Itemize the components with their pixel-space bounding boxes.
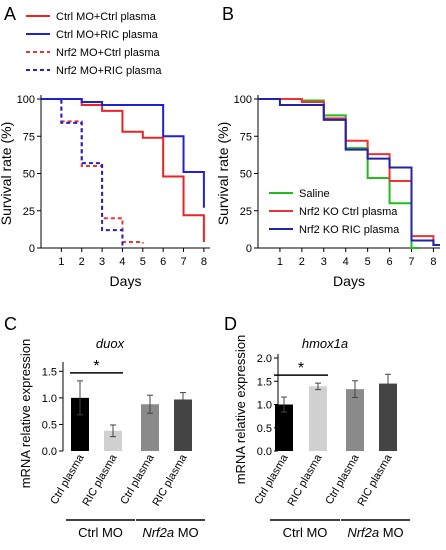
x-tick-label: 5 [140,256,146,268]
series-line-4 [41,98,124,248]
y-tick-label: 0.5 [42,419,57,431]
group-label: Nrf2a MO [347,525,403,540]
y-tick-label: 1.5 [42,366,57,378]
bar-1 [275,404,293,451]
y-tick-label: 0 [29,243,35,255]
significance-label: * [298,360,304,377]
category-label: Ctrl plasma [323,452,362,507]
chart-title: hmox1a [302,336,348,351]
category-label: RIC plasma [355,452,395,509]
group-label-text: Ctrl MO [78,525,123,540]
category-label: RIC plasma [80,452,120,509]
y-tick-label: 1.0 [257,400,272,412]
x-tick-label: 6 [387,256,393,268]
group-label-italic: Nrf2a [347,525,379,540]
y-tick-label: 2.0 [257,353,272,365]
x-tick-label: 3 [99,256,105,268]
y-tick-label: 0.0 [42,446,57,458]
x-tick-label: 1 [58,256,64,268]
bar-2 [309,386,327,451]
bar-3 [346,389,364,451]
y-tick-label: 100 [17,94,35,106]
category-label: RIC plasma [285,452,325,509]
x-axis-label: Days [110,273,142,289]
bar-2 [104,430,122,451]
y-tick-label: 75 [240,131,252,143]
legend-label: Ctrl MO+RIC plasma [56,29,159,41]
y-tick-label: 50 [240,169,252,181]
y-tick-label: 25 [240,206,252,218]
bar-3 [141,404,159,451]
group-label: Ctrl MO [283,525,328,540]
series-line-2 [258,98,440,247]
x-tick-label: 6 [160,256,166,268]
category-label: Ctrl plasma [118,452,157,507]
y-tick-label: 25 [23,206,35,218]
chart-title: duox [96,336,125,351]
x-tick-label: 5 [365,256,371,268]
group-label-italic: Nrf2a [142,525,174,540]
x-axis-label: Days [333,273,365,289]
bar-1 [71,397,89,451]
legend-label: Nrf2 KO Ctrl plasma [299,206,398,218]
group-label-text: MO [379,525,404,540]
y-tick-label: 0 [246,243,252,255]
panel-c-chart: duox 0.0 0.5 1.0 1.5 mRNA relative expression… [18,336,205,540]
series-line-1 [258,98,419,249]
panel-d-chart: hmox1a 0.0 0.5 1.0 1.5 2.0 mRNA relative expre… [233,335,410,540]
y-axis-label: Survival rate (%) [215,122,231,225]
panel-a-chart: 0 25 50 75 100 1 2 3 4 5 6 7 8 Days Survival rate (%) C… [0,11,210,289]
x-tick-label: 7 [408,256,414,268]
panel-letter-a: A [4,4,16,24]
group-label: Nrf2a MO [142,525,198,540]
legend-label: Nrf2 KO RIC plasma [299,224,400,236]
series-line-2 [41,98,205,208]
y-tick-label: 1.0 [42,393,57,405]
y-tick-label: 0.0 [257,446,272,458]
panel-letter-d: D [224,314,237,334]
y-axis-label: Survival rate (%) [0,122,14,225]
series-line-3 [41,98,144,244]
legend-label: Ctrl MO+Ctrl plasma [56,11,157,23]
x-tick-label: 4 [119,256,125,268]
x-tick-label: 3 [321,256,327,268]
y-tick-label: 1.5 [257,376,272,388]
y-tick-label: 50 [23,169,35,181]
y-axis-label: mRNA relative expression [233,335,248,485]
panel-letter-c: C [4,314,17,334]
y-tick-label: 75 [23,131,35,143]
series-line-1 [41,98,205,243]
category-label: RIC plasma [150,452,190,509]
group-label: Ctrl MO [78,525,123,540]
x-tick-label: 8 [430,256,436,268]
legend-label: Nrf2 MO+Ctrl plasma [56,47,160,59]
x-tick-label: 7 [180,256,186,268]
panel-b-chart: 0 25 50 75 100 1 2 3 4 5 6 7 8 Days Survival rate (%) S… [215,94,440,289]
group-label-text: Ctrl MO [283,525,328,540]
series-line-3 [258,98,440,247]
x-tick-label: 1 [277,256,283,268]
panel-letter-b: B [222,4,234,24]
group-label-text: MO [174,525,199,540]
bar-4 [379,383,397,451]
x-tick-label: 2 [299,256,305,268]
y-tick-label: 0.5 [257,423,272,435]
legend-label: Saline [299,188,330,200]
bar-4 [174,399,192,451]
x-tick-label: 4 [343,256,349,268]
y-axis-label: mRNA relative expression [18,339,33,489]
legend-label: Nrf2 MO+RIC plasma [56,65,162,77]
category-label: Ctrl plasma [252,452,291,507]
category-label: Ctrl plasma [48,452,87,507]
x-tick-label: 2 [79,256,85,268]
y-tick-label: 100 [234,94,252,106]
x-tick-label: 8 [201,256,207,268]
significance-label: * [93,358,99,375]
